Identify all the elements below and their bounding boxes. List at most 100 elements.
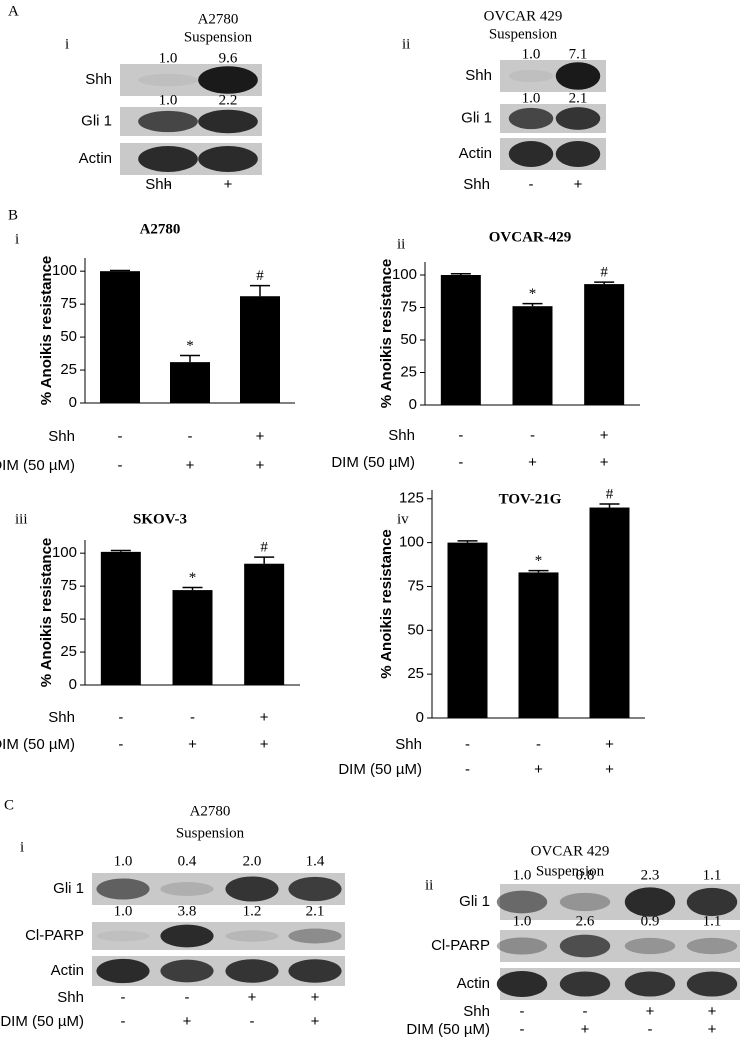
blot-band xyxy=(508,107,554,130)
condition-level: - xyxy=(185,989,190,1006)
blot-quant: 2.0 xyxy=(243,853,262,869)
error-bar xyxy=(457,540,478,543)
error-bar xyxy=(594,281,615,285)
condition-level: - xyxy=(520,1003,525,1020)
condition-level: + xyxy=(708,1021,717,1038)
blot-band xyxy=(160,882,214,896)
blot-roman: ii xyxy=(425,877,433,893)
blot-quant: 1.0 xyxy=(159,92,178,108)
blot-roman: i xyxy=(65,36,69,52)
blot-band xyxy=(225,959,279,983)
error-bar xyxy=(110,549,131,552)
blot-quant: 1.2 xyxy=(243,903,262,919)
bar xyxy=(584,284,625,405)
blot-roman: ii xyxy=(402,36,410,52)
panel-label: C xyxy=(4,797,14,813)
y-tick-label: 100 xyxy=(52,544,77,561)
y-tick-label: 75 xyxy=(60,295,77,312)
condition-level: + xyxy=(311,1013,320,1030)
blot-quant: 2.6 xyxy=(576,913,595,929)
y-tick-label: 25 xyxy=(407,665,424,682)
condition-level: + xyxy=(256,457,265,474)
y-tick-label: 75 xyxy=(400,298,417,315)
blot-quant: 2.1 xyxy=(306,903,325,919)
bar xyxy=(100,551,141,685)
condition-level: - xyxy=(465,761,470,778)
blot-row-label: Actin xyxy=(79,150,112,167)
condition-level: - xyxy=(190,709,195,726)
blot-row-label: Shh xyxy=(85,71,112,88)
condition-name: Shh xyxy=(48,428,75,445)
condition-name: DIM (50 µM) xyxy=(338,761,422,778)
condition-level: - xyxy=(250,1013,255,1030)
condition-name: DIM (50 µM) xyxy=(0,1013,84,1030)
blot-band xyxy=(496,937,548,955)
y-tick-label: 100 xyxy=(392,266,417,283)
condition-level: - xyxy=(520,1021,525,1038)
error-bar xyxy=(254,556,275,564)
condition-level: + xyxy=(188,736,197,753)
blot-band xyxy=(138,110,198,133)
y-tick-label: 50 xyxy=(400,331,417,348)
bar xyxy=(240,296,280,403)
blot-row-label: Gli 1 xyxy=(53,880,84,897)
blot-band xyxy=(138,73,198,87)
blot-row-label: Gli 1 xyxy=(459,893,490,910)
blot-band xyxy=(288,928,342,944)
blot-band xyxy=(496,890,548,914)
blot-title: OVCAR 429 xyxy=(531,843,610,859)
blot-band xyxy=(559,892,611,912)
blot-quant: 0.8 xyxy=(576,867,595,883)
blot-subtitle: Suspension xyxy=(536,863,605,879)
condition-level: - xyxy=(465,736,470,753)
blot-quant: 1.0 xyxy=(114,903,133,919)
condition-level: + xyxy=(183,1013,192,1030)
blot-row-label: Gli 1 xyxy=(81,112,112,129)
chart-title: OVCAR-429 xyxy=(489,229,572,245)
y-tick-label: 0 xyxy=(69,676,77,693)
significance-mark: * xyxy=(186,338,194,354)
condition-name: DIM (50 µM) xyxy=(0,457,75,474)
blot-band xyxy=(686,937,738,955)
condition-level: + xyxy=(534,761,543,778)
blot-quant: 7.1 xyxy=(569,46,588,62)
condition-level: - xyxy=(118,709,123,726)
blot-quant: 0.9 xyxy=(641,913,660,929)
error-bar xyxy=(522,302,543,307)
condition-level: - xyxy=(529,176,534,193)
panel-label: A xyxy=(8,3,19,19)
chart-roman: iii xyxy=(15,511,28,527)
y-tick-label: 100 xyxy=(52,262,77,279)
condition-name: Shh xyxy=(388,427,415,444)
blot-band xyxy=(96,930,150,942)
blot-band xyxy=(138,146,198,172)
condition-level: + xyxy=(186,457,195,474)
condition-level: - xyxy=(583,1003,588,1020)
blot-quant: 0.4 xyxy=(178,853,197,869)
chart-title: TOV-21G xyxy=(499,491,562,507)
significance-mark: * xyxy=(529,286,537,302)
blot-band xyxy=(198,109,258,134)
y-tick-label: 50 xyxy=(60,328,77,345)
error-bar xyxy=(450,272,471,275)
condition-level: - xyxy=(530,427,535,444)
significance-mark: # xyxy=(256,268,264,284)
condition-level: + xyxy=(605,736,614,753)
blot-quant: 2.2 xyxy=(219,92,238,108)
bar xyxy=(512,306,553,405)
condition-level: - xyxy=(648,1021,653,1038)
blot-quant: 3.8 xyxy=(178,903,197,919)
blot-band xyxy=(96,878,150,900)
bar xyxy=(447,542,488,718)
blot-subtitle: Suspension xyxy=(184,29,253,45)
blot-band xyxy=(624,937,676,955)
condition-level: + xyxy=(646,1003,655,1020)
error-bar xyxy=(599,503,620,508)
y-tick-label: 25 xyxy=(400,363,417,380)
blot-quant: 1.0 xyxy=(159,50,178,66)
y-tick-label: 100 xyxy=(399,534,424,551)
condition-level: + xyxy=(574,176,583,193)
blot-quant: 1.0 xyxy=(522,90,541,106)
condition-name: DIM (50 µM) xyxy=(0,736,75,753)
blot-quant: 1.0 xyxy=(513,867,532,883)
